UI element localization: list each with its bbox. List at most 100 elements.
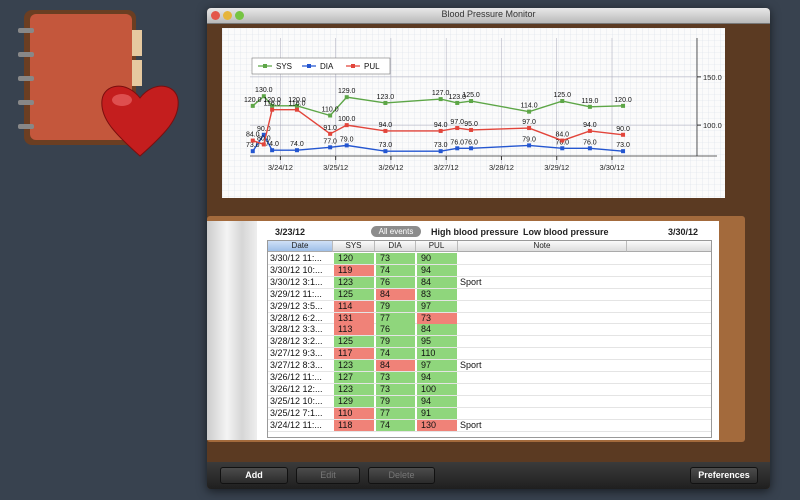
- window-title: Blood Pressure Monitor: [441, 9, 536, 19]
- series-point: [344, 143, 349, 148]
- series-point: [560, 146, 565, 151]
- sys-cell: 113: [334, 324, 374, 336]
- series-line: [252, 133, 624, 152]
- pul-cell: 84: [417, 276, 457, 288]
- minimize-button[interactable]: [223, 11, 232, 20]
- series-point: [261, 142, 266, 147]
- data-label: 73.0: [379, 142, 393, 149]
- data-label: 116.0: [288, 101, 305, 108]
- sys-cell: 125: [334, 288, 374, 300]
- series-point: [455, 146, 460, 151]
- pul-cell: 73: [417, 312, 457, 324]
- dia-cell: 79: [376, 336, 415, 348]
- column-header[interactable]: Date: [268, 241, 333, 252]
- data-label: 129.0: [338, 88, 356, 95]
- chart-panel: 3/24/12 3/25/12 3/26/12 3/27/12 3/28/12 3/29/…: [222, 28, 725, 198]
- data-label: 95.0: [464, 121, 478, 128]
- data-label: 123.0: [448, 94, 466, 101]
- column-header[interactable]: PUL: [416, 241, 458, 252]
- filter-all[interactable]: All events: [371, 226, 421, 237]
- row-line: [268, 406, 711, 408]
- column-header[interactable]: SYS: [333, 241, 375, 252]
- row-line: [268, 418, 711, 420]
- pul-cell: 94: [417, 395, 457, 407]
- filter-low[interactable]: Low blood pressure: [523, 227, 609, 237]
- pul-cell: 94: [417, 264, 457, 276]
- app-icon: [18, 10, 179, 157]
- filter-high[interactable]: High blood pressure: [431, 227, 519, 237]
- pul-cell: 91: [417, 407, 457, 419]
- series-point: [294, 107, 299, 112]
- page-curl: [207, 221, 257, 440]
- chart: 3/24/12 3/25/12 3/26/12 3/27/12 3/28/12 3/29/…: [222, 28, 725, 198]
- column-header[interactable]: Note: [458, 241, 627, 252]
- close-button[interactable]: [211, 11, 220, 20]
- data-label: 90.0: [257, 126, 271, 133]
- dia-cell: 74: [376, 419, 415, 431]
- row-line: [268, 347, 711, 349]
- row-line: [268, 430, 711, 432]
- data-label: 77.0: [323, 138, 337, 145]
- data-label: 76.0: [555, 139, 569, 146]
- dia-cell: 76: [376, 324, 415, 336]
- data-label: 76.0: [464, 139, 478, 146]
- series-point: [344, 123, 349, 128]
- date-cell: 3/25/12 7:1...: [270, 407, 323, 418]
- pul-cell: 110: [417, 348, 457, 360]
- data-label: 84.0: [555, 132, 569, 139]
- column-header[interactable]: DIA: [375, 241, 416, 252]
- sys-cell: 131: [334, 312, 374, 324]
- y-tick-label: 100.0: [703, 121, 722, 130]
- x-tick-label: 3/25/12: [323, 163, 348, 172]
- date-cell: 3/26/12 12:...: [270, 383, 323, 394]
- series-point: [250, 149, 255, 154]
- start-date: 3/23/12: [275, 227, 306, 237]
- series-point: [621, 103, 626, 108]
- pul-cell: 83: [417, 288, 457, 300]
- toolbar-button[interactable]: Delete: [368, 467, 435, 484]
- sys-cell: 125: [334, 336, 374, 348]
- dia-cell: 73: [376, 372, 415, 383]
- toolbar-button[interactable]: Add: [220, 467, 288, 484]
- data-label: 91.0: [323, 125, 337, 132]
- date-cell: 3/28/12 3:3...: [270, 324, 323, 335]
- sys-cell: 127: [334, 372, 374, 383]
- dia-cell: 84: [376, 288, 415, 300]
- series-point: [621, 132, 626, 137]
- zoom-button[interactable]: [235, 11, 244, 20]
- row-line: [268, 299, 711, 301]
- data-label: 125.0: [462, 92, 480, 99]
- row-line: [268, 263, 711, 265]
- series-point: [527, 126, 532, 131]
- sys-cell: 129: [334, 395, 374, 407]
- data-label: 79.0: [522, 136, 536, 143]
- toolbar-button[interactable]: Edit: [296, 467, 360, 484]
- data-label: 120.0: [288, 97, 306, 104]
- x-tick-label: 3/28/12: [489, 163, 514, 172]
- data-label: 76.0: [583, 139, 597, 146]
- dia-cell: 73: [376, 383, 415, 395]
- data-label: 114.0: [521, 103, 538, 110]
- pul-cell: 84: [417, 324, 457, 336]
- data-label: 94.0: [434, 122, 448, 129]
- data-label: 125.0: [553, 92, 571, 99]
- end-date: 3/30/12: [668, 227, 699, 237]
- date-cell: 3/27/12 8:3...: [270, 360, 323, 371]
- dia-cell: 79: [376, 300, 415, 312]
- note-cell: Sport: [460, 276, 482, 287]
- series-point: [294, 103, 299, 108]
- data-label: 90.0: [616, 126, 630, 133]
- x-tick-label: 3/24/12: [268, 163, 293, 172]
- date-cell: 3/28/12 6:2...: [270, 312, 323, 323]
- sys-cell: 120: [334, 253, 374, 264]
- data-label: 73.0: [434, 142, 448, 149]
- series-point: [455, 126, 460, 131]
- y-tick-label: 150.0: [703, 73, 722, 82]
- date-cell: 3/25/12 10:...: [270, 395, 323, 406]
- series-point: [261, 132, 266, 137]
- sys-cell: 110: [334, 407, 374, 419]
- toolbar-button[interactable]: Preferences: [690, 467, 758, 484]
- sys-cell: 118: [334, 419, 374, 431]
- data-label: 119.0: [581, 98, 598, 105]
